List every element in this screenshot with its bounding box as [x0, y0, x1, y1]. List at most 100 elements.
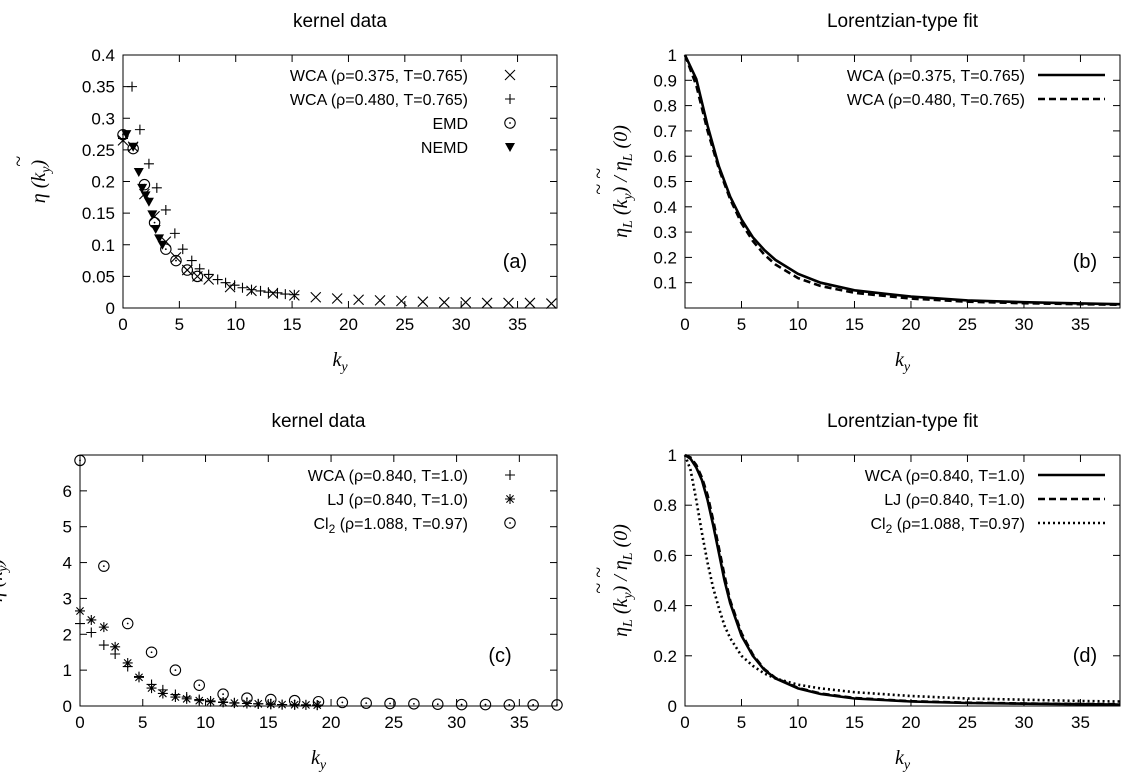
- data-point: [374, 295, 386, 306]
- legend-label: NEMD: [421, 140, 468, 157]
- data-point: [220, 277, 231, 288]
- x-tick-label: 15: [283, 315, 302, 334]
- data-point: [146, 683, 157, 694]
- chart-title: Lorentzian-type fit: [827, 11, 979, 32]
- x-tick-label: 15: [259, 713, 278, 732]
- data-point: [417, 296, 429, 308]
- data-point: [438, 296, 450, 308]
- data-point: [86, 614, 97, 625]
- data-point: [289, 289, 300, 300]
- y-tick-label: 0.05: [82, 267, 115, 286]
- y-tick-label: 1: [63, 661, 72, 680]
- legend-marker: [505, 470, 515, 480]
- x-tick-label: 30: [447, 713, 466, 732]
- data-point: [191, 270, 204, 283]
- x-tick-label: 30: [1015, 315, 1034, 334]
- data-point: [143, 158, 154, 169]
- data-point: [170, 692, 181, 703]
- y-tick-label: 0.2: [653, 248, 677, 267]
- data-point: [336, 696, 349, 709]
- series-1: [683, 54, 1121, 306]
- data-point: [237, 282, 248, 293]
- panel-label: (b): [1073, 251, 1097, 273]
- data-point: [121, 130, 132, 140]
- data-point: [74, 454, 86, 467]
- data-point: [524, 297, 536, 309]
- data-point: [267, 288, 279, 299]
- x-tick-label: 25: [395, 315, 414, 334]
- legend-label: WCA (ρ=0.480, T=0.765): [290, 92, 468, 109]
- y-tick-label: 0.4: [91, 46, 115, 65]
- data-point: [133, 672, 144, 683]
- data-point: [527, 699, 539, 711]
- x-tick-label: 0: [75, 713, 84, 732]
- data-point: [98, 560, 110, 572]
- y-tick-label: 0.5: [653, 173, 677, 192]
- x-tick-label: 5: [138, 713, 147, 732]
- data-point: [143, 197, 154, 207]
- data-point: [170, 254, 182, 267]
- data-point: [137, 183, 148, 193]
- data-point: [384, 697, 396, 710]
- x-axis-label: ky: [895, 349, 911, 375]
- data-point: [157, 240, 168, 250]
- legend-marker: [504, 117, 516, 129]
- y-tick-label: 0.6: [653, 147, 677, 166]
- data-point: [194, 695, 205, 706]
- y-tick-label: 4: [63, 554, 72, 573]
- data-point: [160, 204, 171, 215]
- data-point: [481, 297, 493, 309]
- legend-label: Cl2 (ρ=1.088, T=0.97): [870, 516, 1025, 536]
- y-tick-label: 0.3: [653, 223, 677, 242]
- x-tick-label: 10: [789, 315, 808, 334]
- data-point: [277, 699, 288, 710]
- x-tick-label: 20: [322, 713, 341, 732]
- y-tick-label: 1: [668, 446, 677, 465]
- x-tick-label: 20: [902, 315, 921, 334]
- data-point: [272, 287, 283, 298]
- chart-title: kernel data: [271, 411, 365, 432]
- series-2: [683, 454, 1121, 703]
- data-point: [353, 294, 364, 306]
- y-tick-label: 1: [668, 46, 677, 65]
- y-axis-tilde: ~ ~: [588, 168, 610, 195]
- x-tick-label: 0: [118, 315, 127, 334]
- panel-label: (c): [488, 645, 511, 667]
- chart-panel-0: kernel data 0 5 10 15 20 25 30 35 0 0.05 0.1 0.15 0.2…: [8, 11, 558, 375]
- data-point: [253, 698, 264, 709]
- data-point: [110, 641, 121, 652]
- x-tick-label: 35: [510, 713, 529, 732]
- x-tick-label: 35: [1071, 315, 1090, 334]
- data-point: [98, 622, 109, 633]
- data-point: [300, 699, 311, 710]
- data-point: [205, 696, 216, 707]
- data-point: [241, 692, 253, 704]
- data-point: [310, 291, 322, 303]
- data-point: [331, 293, 343, 304]
- data-point: [312, 700, 323, 711]
- y-tick-label: 2: [63, 625, 72, 644]
- data-point: [312, 695, 325, 708]
- data-point: [181, 264, 194, 276]
- y-tick-label: 0.4: [653, 198, 677, 217]
- legend-label: WCA (ρ=0.375, T=0.765): [290, 68, 468, 85]
- data-point: [157, 688, 168, 699]
- legend-label: EMD: [432, 116, 468, 133]
- x-tick-label: 30: [452, 315, 471, 334]
- chart-title: kernel data: [293, 11, 387, 32]
- data-point: [229, 280, 240, 291]
- x-tick-label: 35: [1071, 713, 1090, 732]
- x-tick-label: 5: [737, 315, 746, 334]
- series-line: [683, 454, 1121, 703]
- y-tick-label: 0.7: [653, 122, 677, 141]
- data-point: [503, 297, 514, 309]
- x-axis-label: ky: [895, 747, 911, 773]
- data-point: [218, 697, 229, 708]
- chart-panel-2: kernel data 0 5 10 15 20 25 30 35 0 1 2 3 4 5 6 ky η (ky)…: [0, 411, 563, 773]
- data-point: [431, 698, 444, 710]
- y-tick-label: 0.8: [653, 97, 677, 116]
- y-axis-label: ηL (ky) / ηL (0): [610, 524, 636, 637]
- series-line: [684, 453, 1121, 706]
- legend-marker: [504, 69, 516, 81]
